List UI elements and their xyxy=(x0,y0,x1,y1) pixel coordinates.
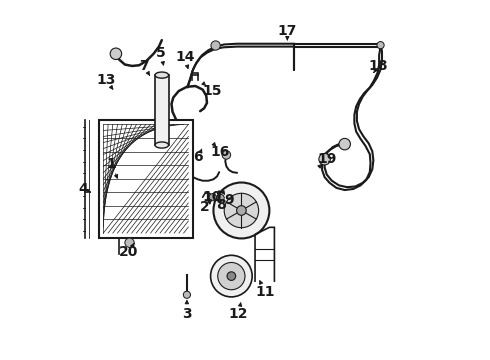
Circle shape xyxy=(224,193,259,228)
Text: 12: 12 xyxy=(229,307,248,321)
Circle shape xyxy=(183,291,191,298)
Text: 6: 6 xyxy=(194,150,203,164)
Circle shape xyxy=(125,238,134,247)
Circle shape xyxy=(209,194,216,201)
Text: 17: 17 xyxy=(278,24,297,38)
Circle shape xyxy=(227,272,236,280)
Text: 2: 2 xyxy=(200,200,210,214)
Circle shape xyxy=(211,255,252,297)
Circle shape xyxy=(211,41,220,50)
Bar xyxy=(98,120,193,238)
Text: 15: 15 xyxy=(202,84,222,98)
Text: 18: 18 xyxy=(368,59,388,73)
Circle shape xyxy=(222,150,231,159)
Circle shape xyxy=(237,206,246,215)
Text: 20: 20 xyxy=(119,246,138,260)
Ellipse shape xyxy=(155,72,169,78)
Circle shape xyxy=(214,183,270,238)
Circle shape xyxy=(217,194,224,202)
Text: 16: 16 xyxy=(211,145,230,159)
Text: 5: 5 xyxy=(156,46,166,60)
Circle shape xyxy=(339,138,350,150)
Text: 3: 3 xyxy=(182,307,192,321)
Text: 8: 8 xyxy=(216,198,225,212)
Text: 19: 19 xyxy=(317,152,337,166)
Text: 7: 7 xyxy=(139,59,148,73)
Text: 1: 1 xyxy=(107,157,117,171)
Circle shape xyxy=(110,48,122,59)
Text: 9: 9 xyxy=(224,193,234,207)
Text: 13: 13 xyxy=(96,73,116,87)
Circle shape xyxy=(218,262,245,290)
Text: 11: 11 xyxy=(255,285,274,299)
Circle shape xyxy=(377,41,384,49)
Text: 14: 14 xyxy=(175,50,195,64)
Ellipse shape xyxy=(155,142,169,148)
Text: 4: 4 xyxy=(78,182,88,196)
Text: 10: 10 xyxy=(202,190,221,204)
Circle shape xyxy=(319,153,330,165)
Bar xyxy=(155,75,169,145)
